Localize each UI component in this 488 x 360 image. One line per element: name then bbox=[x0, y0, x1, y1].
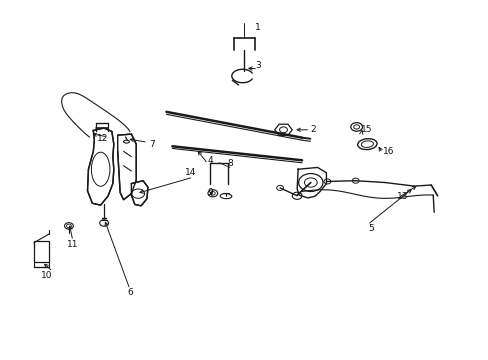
Text: 16: 16 bbox=[382, 147, 393, 156]
Text: 7: 7 bbox=[149, 140, 154, 149]
Bar bbox=[34, 241, 49, 262]
Polygon shape bbox=[118, 134, 136, 200]
Text: 15: 15 bbox=[360, 125, 371, 134]
Text: 13: 13 bbox=[396, 192, 408, 201]
Polygon shape bbox=[87, 128, 114, 205]
Text: 1: 1 bbox=[255, 23, 261, 32]
Text: 3: 3 bbox=[255, 61, 261, 70]
Polygon shape bbox=[131, 181, 148, 206]
Text: 14: 14 bbox=[185, 168, 196, 177]
Text: 2: 2 bbox=[309, 125, 315, 134]
Text: 4: 4 bbox=[207, 156, 213, 165]
Text: 12: 12 bbox=[97, 134, 108, 143]
Text: 10: 10 bbox=[41, 270, 53, 279]
Text: 5: 5 bbox=[367, 224, 373, 233]
Text: 6: 6 bbox=[127, 288, 133, 297]
Text: 9: 9 bbox=[207, 188, 213, 197]
Text: 8: 8 bbox=[226, 159, 232, 168]
Text: 11: 11 bbox=[67, 240, 79, 249]
